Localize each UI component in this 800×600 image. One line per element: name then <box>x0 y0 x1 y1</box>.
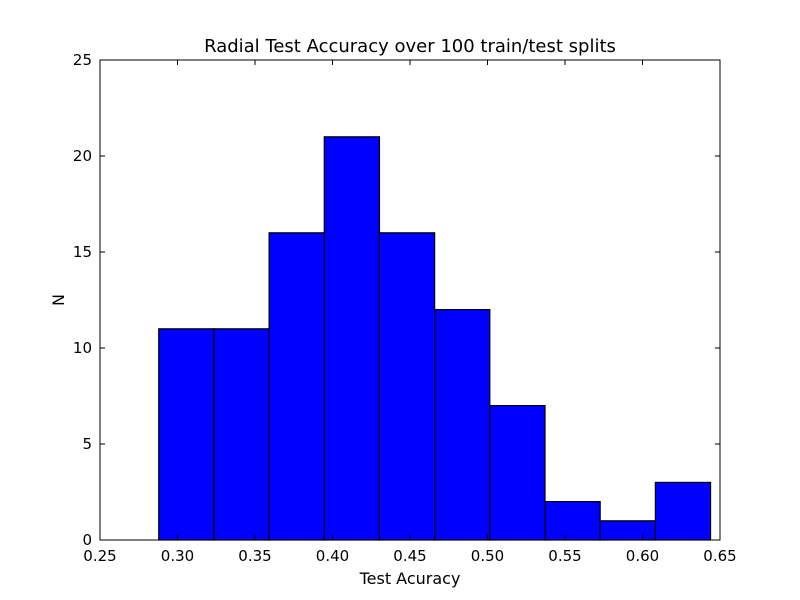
x-tick-label: 0.35 <box>238 547 271 565</box>
x-tick-label: 0.50 <box>471 547 504 565</box>
histogram-bar <box>213 328 270 541</box>
histogram-bar <box>489 405 546 541</box>
histogram-bar <box>268 232 325 541</box>
y-axis-label: N <box>49 294 68 306</box>
histogram-bar <box>654 481 712 541</box>
x-axis-ticks: 0.25 0.30 0.35 0.40 0.45 0.50 0.55 0.60 0.65 <box>83 60 737 565</box>
x-tick-label: 0.25 <box>83 547 116 565</box>
y-tick-label: 0 <box>82 531 92 549</box>
x-tick-label: 0.45 <box>393 547 426 565</box>
y-tick-label: 25 <box>73 51 92 69</box>
x-tick-label: 0.30 <box>161 547 194 565</box>
y-tick-label: 15 <box>73 243 92 261</box>
y-axis-ticks: 0 5 10 15 20 25 <box>73 51 720 549</box>
histogram-bar <box>434 309 491 541</box>
y-tick-label: 20 <box>73 147 92 165</box>
x-tick-label: 0.40 <box>316 547 349 565</box>
y-tick-label: 10 <box>73 339 92 357</box>
x-tick-label: 0.60 <box>626 547 659 565</box>
x-axis-label: Test Acuracy <box>359 569 461 588</box>
histogram-bar <box>158 328 215 541</box>
histogram-bar <box>378 232 436 541</box>
y-tick-label: 5 <box>82 435 92 453</box>
x-tick-label: 0.65 <box>703 547 736 565</box>
histogram-bar <box>323 136 381 541</box>
bars-group <box>158 136 712 541</box>
chart-title: Radial Test Accuracy over 100 train/test… <box>204 36 616 57</box>
histogram-bar <box>599 520 656 541</box>
histogram-bar <box>544 501 601 541</box>
x-tick-label: 0.55 <box>548 547 581 565</box>
